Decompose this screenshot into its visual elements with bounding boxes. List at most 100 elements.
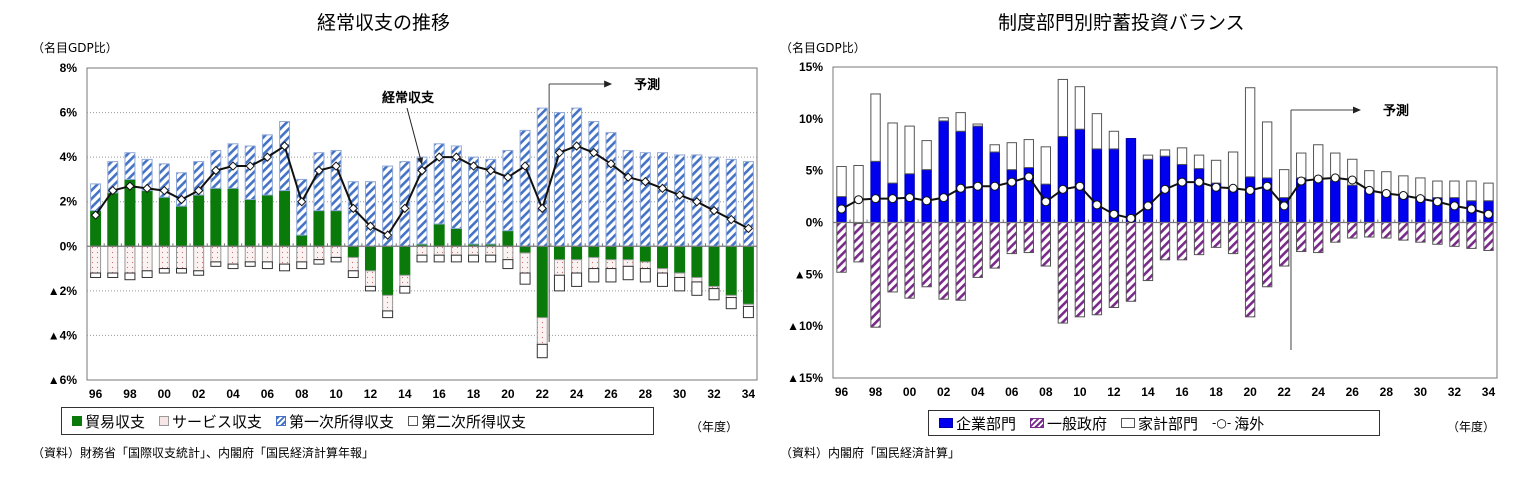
bar-15: [416, 254, 428, 263]
line-point-11: [348, 203, 358, 214]
x-tick-label: 22: [1277, 385, 1291, 399]
line-point-04: [973, 181, 983, 191]
x-tick-label: 00: [158, 387, 172, 401]
line-point-33: [1466, 204, 1476, 214]
x-tick-label: 10: [329, 387, 343, 401]
x-tick-label: 28: [639, 387, 653, 401]
line-point-27: [1364, 185, 1374, 195]
bar-13: [382, 310, 394, 319]
y-tick-label: 5%: [806, 164, 824, 178]
line-point-23: [554, 147, 565, 158]
x-tick-label: 12: [364, 387, 378, 401]
bar-10: [1074, 86, 1086, 130]
legend-item-household: 家計部門: [1121, 413, 1198, 434]
forecast-label: 予測: [1383, 103, 1409, 118]
y-tick-label: 0%: [60, 239, 78, 253]
legend-swatch-hatched-purple-icon: [1030, 418, 1045, 428]
line-point-01: [922, 196, 932, 206]
bar-20: [502, 259, 514, 270]
legend-item-services: サービス収支: [159, 411, 262, 432]
bar-29: [657, 272, 668, 287]
bar-24: [1313, 144, 1324, 179]
bar-33: [1466, 222, 1477, 249]
bar-17: [1193, 168, 1205, 224]
line-point-25: [589, 147, 599, 158]
bar-19: [485, 158, 497, 245]
line-point-13: [1126, 213, 1136, 223]
bar-03: [210, 261, 222, 267]
bar-15: [416, 156, 428, 245]
x-tick-label: 28: [1380, 385, 1394, 399]
bar-00: [158, 268, 170, 274]
line-point-03: [956, 183, 966, 193]
legend-swatch-green-icon: [72, 416, 82, 426]
line-point-20: [1245, 185, 1255, 195]
x-tick-label: 08: [1039, 385, 1053, 399]
legend-label: 第一次所得収支: [289, 412, 395, 431]
forecast-arrow-head-icon: [604, 80, 613, 88]
y-tick-label: 8%: [60, 61, 78, 75]
line-point-15: [417, 165, 427, 176]
x-tick-label: 16: [1175, 385, 1189, 399]
bar-32: [1449, 180, 1460, 199]
annotation-arrow-head-icon: [417, 157, 423, 165]
bar-11: [347, 270, 359, 278]
chart-title: 経常収支の推移: [317, 12, 451, 34]
bar-07: [279, 120, 291, 192]
chart-title: 制度部門別貯蓄投資バランス: [998, 12, 1245, 34]
bar-13: [1125, 138, 1137, 223]
bar-00: [158, 163, 170, 198]
bar-99: [141, 270, 153, 278]
x-tick-label: 06: [261, 387, 275, 401]
line-point-22: [1279, 201, 1289, 211]
bar-34: [1483, 222, 1494, 251]
line-point-97: [854, 195, 864, 205]
bar-18: [468, 254, 480, 263]
bar-97: [107, 272, 119, 278]
legend-swatch-dotted-icon: [159, 416, 170, 426]
line-point-30: [674, 190, 685, 200]
y-axis-unit-label: （名目GDP比）: [780, 41, 866, 55]
bar-24: [571, 272, 583, 287]
bar-08: [296, 178, 308, 236]
line-point-10: [331, 161, 341, 171]
line-point-00: [159, 185, 170, 196]
bar-16: [1176, 163, 1188, 224]
bar-23: [1296, 222, 1307, 253]
x-tick-label: 98: [869, 385, 883, 399]
legend-item-overseas: -○- 海外: [1212, 413, 1264, 434]
x-tick-label: 30: [1414, 385, 1428, 399]
legend-label: 海外: [1234, 414, 1265, 433]
bar-13: [1125, 222, 1137, 302]
legend-swatch-white-icon: [408, 416, 419, 426]
bar-02: [938, 120, 949, 223]
bar-31: [1432, 180, 1443, 199]
line-point-18: [1211, 182, 1221, 192]
x-tick-label: 24: [1312, 385, 1326, 399]
line-point-11: [1092, 200, 1102, 210]
bar-18: [468, 156, 480, 245]
bar-32: [1449, 222, 1460, 247]
line-point-30: [1415, 194, 1425, 204]
bar-05: [989, 222, 1000, 269]
bar-09: [1057, 135, 1069, 223]
bar-06: [261, 261, 273, 270]
bar-06: [1006, 169, 1017, 224]
legend-item-secondary-income: 第二次所得収支: [408, 411, 526, 432]
x-tick-label: 10: [1073, 385, 1087, 399]
x-tick-label: 20: [1243, 385, 1257, 399]
y-tick-label: 2%: [60, 195, 78, 209]
bar-11: [1091, 222, 1103, 316]
line-point-98: [125, 181, 135, 191]
bar-31: [1432, 222, 1443, 245]
bar-22: [1278, 222, 1290, 267]
bar-16: [433, 143, 445, 225]
bar-01: [921, 222, 932, 288]
current-account-chart: 8% 6% 4% 2% 0% ▲2% ▲4% ▲6% 96 98 00 02 04 06 08 10 12 14 1…: [48, 61, 758, 401]
bar-97: [853, 164, 864, 224]
line-point-06: [262, 152, 273, 162]
chart-legend: 企業部門 一般政府 家計部門 -○- 海外: [928, 410, 1380, 436]
bar-30: [1415, 177, 1426, 198]
bar-26: [605, 268, 617, 283]
y-tick-label: 6%: [60, 106, 78, 120]
